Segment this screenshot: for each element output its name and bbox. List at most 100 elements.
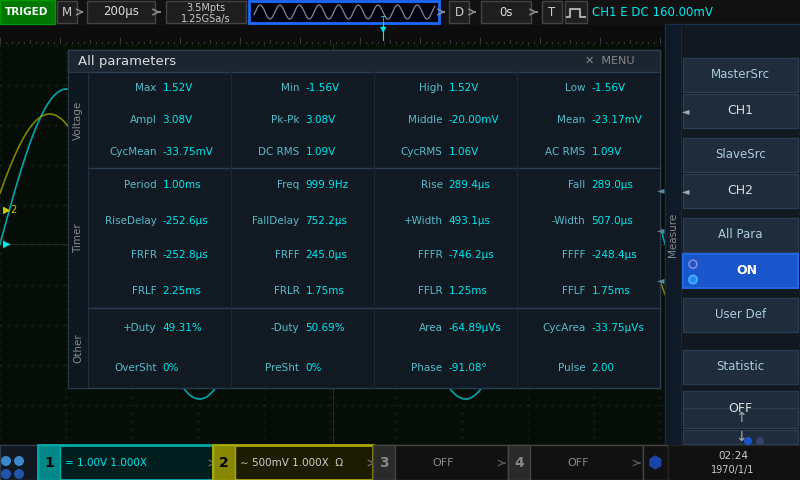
Text: -Duty: -Duty bbox=[271, 323, 299, 333]
Text: CH2: CH2 bbox=[727, 184, 754, 197]
Text: Fall: Fall bbox=[568, 180, 586, 191]
Text: FFLF: FFLF bbox=[562, 286, 586, 296]
Text: OFF: OFF bbox=[432, 458, 454, 468]
Circle shape bbox=[756, 437, 764, 445]
Bar bbox=[213, 445, 235, 480]
Bar bbox=[68, 72, 88, 388]
Text: 1.06V: 1.06V bbox=[449, 147, 478, 157]
Text: DC RMS: DC RMS bbox=[258, 147, 299, 157]
Text: FRLF: FRLF bbox=[132, 286, 157, 296]
Text: OverSht: OverSht bbox=[114, 363, 157, 373]
Bar bbox=[565, 1, 587, 23]
Text: 3.08V: 3.08V bbox=[162, 115, 193, 125]
Text: 2: 2 bbox=[219, 456, 229, 470]
Bar bbox=[0, 445, 38, 480]
Text: -1.56V: -1.56V bbox=[306, 83, 340, 93]
Bar bbox=[0, 0, 55, 24]
Text: Timer: Timer bbox=[73, 223, 83, 253]
Text: Middle: Middle bbox=[408, 115, 442, 125]
Text: -Width: -Width bbox=[552, 216, 586, 226]
Text: 2.25ms: 2.25ms bbox=[162, 286, 202, 296]
Bar bbox=[668, 445, 800, 480]
Bar bbox=[38, 445, 60, 480]
Bar bbox=[0, 0, 800, 24]
Bar bbox=[508, 445, 530, 480]
Text: 289.4μs: 289.4μs bbox=[449, 180, 490, 191]
Text: 245.0μs: 245.0μs bbox=[306, 251, 347, 261]
Text: 0s: 0s bbox=[499, 5, 513, 19]
Text: 1970/1/1: 1970/1/1 bbox=[711, 465, 754, 475]
Bar bbox=[683, 350, 798, 384]
Text: Freq: Freq bbox=[278, 180, 299, 191]
Bar bbox=[68, 50, 660, 388]
Text: All parameters: All parameters bbox=[78, 55, 176, 68]
Bar bbox=[683, 298, 798, 332]
Text: T: T bbox=[381, 16, 386, 25]
Text: +Duty: +Duty bbox=[123, 323, 157, 333]
Circle shape bbox=[744, 437, 752, 445]
Bar bbox=[449, 1, 469, 23]
Text: 2.00: 2.00 bbox=[591, 363, 614, 373]
Bar bbox=[508, 445, 643, 480]
Text: 0%: 0% bbox=[162, 363, 179, 373]
Text: D: D bbox=[454, 5, 463, 19]
Text: Ampl: Ampl bbox=[130, 115, 157, 125]
Text: 1.52V: 1.52V bbox=[449, 83, 479, 93]
Text: AC RMS: AC RMS bbox=[546, 147, 586, 157]
Text: 1.00ms: 1.00ms bbox=[162, 180, 201, 191]
Text: Mean: Mean bbox=[558, 115, 586, 125]
Text: 1.75ms: 1.75ms bbox=[306, 286, 344, 296]
Text: ◄: ◄ bbox=[657, 225, 664, 235]
Bar bbox=[683, 254, 798, 288]
Text: Pk-Pk: Pk-Pk bbox=[271, 115, 299, 125]
Text: High: High bbox=[418, 83, 442, 93]
Text: Area: Area bbox=[418, 323, 442, 333]
Bar bbox=[683, 408, 798, 428]
Text: 1.09V: 1.09V bbox=[591, 147, 622, 157]
Text: 1.25GSa/s: 1.25GSa/s bbox=[181, 14, 231, 24]
Text: ∼ 500mV 1.000X  Ω: ∼ 500mV 1.000X Ω bbox=[240, 458, 343, 468]
Text: Other: Other bbox=[73, 333, 83, 363]
Bar bbox=[166, 1, 246, 23]
Text: 0%: 0% bbox=[306, 363, 322, 373]
Circle shape bbox=[1, 456, 11, 466]
Bar bbox=[683, 430, 798, 444]
Text: 4: 4 bbox=[514, 456, 524, 470]
Bar bbox=[683, 58, 798, 92]
Text: Statistic: Statistic bbox=[717, 360, 765, 373]
Bar bbox=[87, 1, 155, 23]
Text: ↑: ↑ bbox=[734, 411, 746, 425]
Text: -91.08°: -91.08° bbox=[449, 363, 487, 373]
Text: MasterSrc: MasterSrc bbox=[711, 69, 770, 82]
Text: +Width: +Width bbox=[403, 216, 442, 226]
Text: 2: 2 bbox=[10, 205, 16, 215]
Text: -64.89μVs: -64.89μVs bbox=[449, 323, 502, 333]
Text: ◄: ◄ bbox=[657, 275, 664, 285]
Text: 1.75ms: 1.75ms bbox=[591, 286, 630, 296]
Text: FRLR: FRLR bbox=[274, 286, 299, 296]
Text: -33.75mV: -33.75mV bbox=[162, 147, 214, 157]
Text: -23.17mV: -23.17mV bbox=[591, 115, 642, 125]
Text: FRFF: FRFF bbox=[274, 251, 299, 261]
Bar bbox=[683, 174, 798, 208]
Text: User Def: User Def bbox=[715, 309, 766, 322]
Text: -746.2μs: -746.2μs bbox=[449, 251, 494, 261]
Text: Pulse: Pulse bbox=[558, 363, 586, 373]
Text: 1: 1 bbox=[44, 456, 54, 470]
Bar bbox=[683, 138, 798, 172]
Text: 1.25ms: 1.25ms bbox=[449, 286, 487, 296]
Text: -252.6μs: -252.6μs bbox=[162, 216, 208, 226]
Bar bbox=[683, 391, 798, 425]
Text: 999.9Hz: 999.9Hz bbox=[306, 180, 349, 191]
Text: ▼: ▼ bbox=[380, 25, 386, 34]
Text: CH1 E DC 160.00mV: CH1 E DC 160.00mV bbox=[592, 5, 713, 19]
Bar bbox=[0, 24, 665, 43]
Bar bbox=[643, 445, 668, 480]
Text: = 1.00V 1.000X: = 1.00V 1.000X bbox=[65, 458, 147, 468]
Bar bbox=[213, 445, 373, 480]
Text: -20.00mV: -20.00mV bbox=[449, 115, 499, 125]
Text: PreSht: PreSht bbox=[266, 363, 299, 373]
Text: FallDelay: FallDelay bbox=[252, 216, 299, 226]
Text: 289.0μs: 289.0μs bbox=[591, 180, 634, 191]
Text: ↓: ↓ bbox=[734, 430, 746, 444]
